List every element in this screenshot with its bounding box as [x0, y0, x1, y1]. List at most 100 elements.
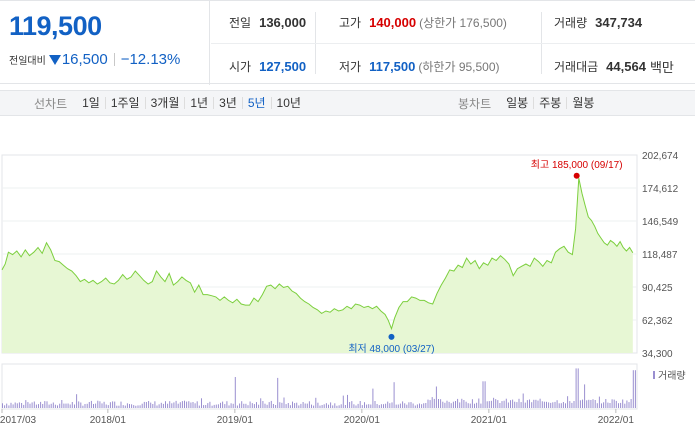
volume-bar — [114, 401, 116, 408]
volume-bar — [332, 405, 334, 408]
volume-bar — [124, 405, 126, 408]
tab-1y[interactable]: 1년 — [185, 97, 215, 109]
volume-bar — [588, 399, 590, 408]
tab-1d[interactable]: 1일 — [77, 97, 106, 109]
volume-bar — [624, 403, 626, 408]
volume-bar — [171, 403, 173, 408]
volume-bar — [275, 405, 277, 408]
tab-3y[interactable]: 3년 — [214, 97, 243, 109]
volume-bar — [501, 401, 503, 408]
volume-bar — [95, 403, 97, 408]
volume-bar — [613, 399, 615, 408]
volume-bar — [425, 403, 427, 408]
volume-bar — [78, 401, 80, 408]
volume-bar — [450, 403, 452, 408]
volume-bar — [615, 400, 617, 408]
volume-bar — [230, 403, 232, 408]
volume-bar — [370, 404, 372, 408]
volume-bar — [512, 399, 514, 408]
volume-bar — [459, 402, 461, 408]
stat-unit: 백만 — [649, 59, 674, 75]
volume-bar — [313, 405, 315, 408]
volume-bar — [357, 403, 359, 408]
volume-bar — [243, 403, 245, 408]
volume-bar — [279, 402, 281, 408]
volume-bar — [482, 381, 484, 408]
volume-bar — [122, 405, 124, 408]
volume-bar — [361, 405, 363, 408]
volume-bar — [359, 401, 361, 408]
volume-bar — [556, 400, 558, 408]
volume-bar — [116, 405, 118, 408]
volume-bar — [488, 401, 490, 408]
volume-bar — [88, 402, 90, 408]
y-tick-label: 202,674 — [642, 151, 679, 162]
volume-bar — [374, 401, 376, 408]
volume-bar — [126, 403, 128, 408]
change-line: 전일대비 16,500 −12.13% — [9, 51, 180, 68]
volume-legend-icon — [653, 371, 655, 379]
volume-bar — [582, 399, 583, 408]
volume-bar — [607, 402, 609, 408]
volume-bar — [129, 404, 130, 408]
volume-bar — [112, 401, 114, 408]
volume-bar — [484, 381, 486, 408]
volume-bar — [12, 404, 14, 408]
volume-bar — [431, 397, 433, 408]
y-axis-labels: 202,674 174,612 146,549 118,487 90,425 62,362… — [642, 151, 679, 360]
volume-bar — [601, 403, 602, 408]
volume-bar — [181, 401, 183, 408]
tab-1w[interactable]: 1주일 — [106, 97, 146, 109]
volume-bar — [376, 404, 378, 408]
volume-bar — [630, 399, 632, 408]
volume-bar — [618, 403, 619, 408]
volume-bar — [105, 404, 107, 408]
volume-bar — [529, 399, 530, 408]
volume-bar — [632, 370, 634, 408]
volume-bar — [90, 400, 92, 408]
tab-monthly[interactable]: 월봉 — [572, 96, 595, 110]
volume-bar — [516, 402, 518, 408]
volume-bar — [109, 402, 111, 408]
volume-bar — [190, 402, 192, 408]
change-value: 16,500 — [61, 51, 108, 68]
tab-daily[interactable]: 일봉 — [501, 97, 535, 109]
volume-bar — [349, 402, 351, 408]
volume-bar — [514, 401, 516, 408]
tab-weekly[interactable]: 주봉 — [534, 97, 568, 109]
volume-bar — [6, 403, 8, 408]
volume-bar — [184, 400, 185, 408]
volume-bar — [586, 400, 588, 408]
volume-bar — [101, 403, 103, 408]
volume-bar — [29, 403, 31, 408]
tab-5y[interactable]: 5년 — [243, 97, 272, 109]
volume-bar — [541, 401, 543, 408]
volume-bar — [61, 400, 63, 408]
tab-3m[interactable]: 3개월 — [146, 97, 186, 109]
volume-bar — [628, 402, 630, 408]
volume-bar — [493, 397, 495, 408]
volume-bar — [440, 399, 442, 408]
price-line — [1, 177, 634, 331]
volume-bar — [118, 405, 120, 408]
volume-bar — [569, 401, 571, 408]
volume-bar — [452, 401, 454, 408]
volume-bar — [463, 400, 465, 408]
volume-bar — [222, 401, 224, 408]
volume-bar — [338, 405, 340, 408]
volume-bar — [537, 400, 539, 408]
volume-bar — [626, 400, 628, 408]
volume-bar — [63, 403, 65, 408]
volume-bar — [150, 402, 152, 408]
volume-bar — [435, 386, 437, 408]
tab-10y[interactable]: 10년 — [276, 96, 301, 110]
volume-bar — [10, 402, 12, 408]
volume-bar — [476, 402, 478, 408]
x-tick-label: 2019/01 — [217, 415, 254, 426]
volume-bar — [4, 405, 6, 408]
volume-bar — [368, 404, 370, 408]
volume-bar — [14, 402, 16, 408]
volume-bar — [46, 401, 48, 408]
volume-bar — [562, 402, 564, 408]
stat-value: 44,564 — [606, 58, 646, 74]
